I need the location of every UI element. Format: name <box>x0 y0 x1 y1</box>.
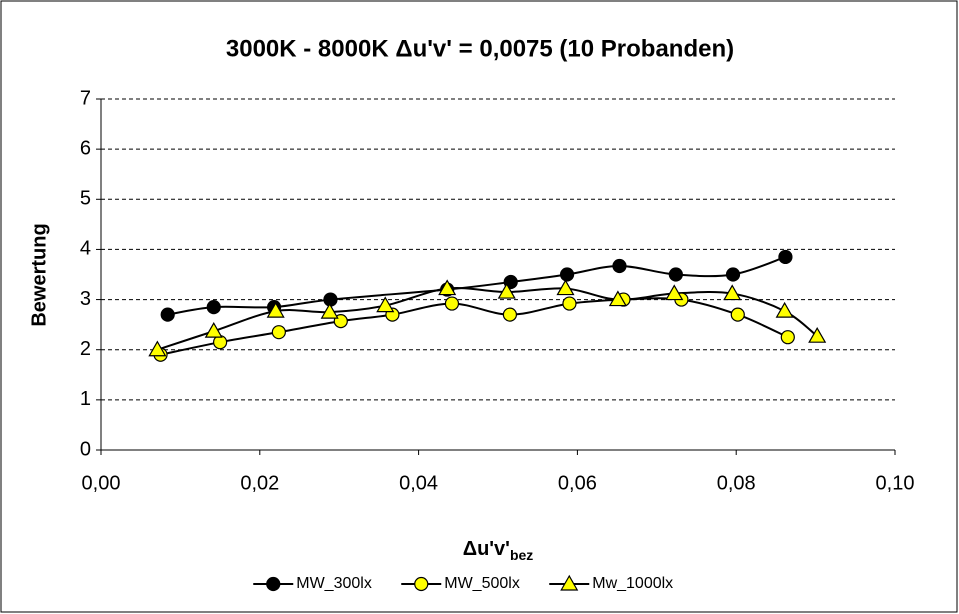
marker <box>559 267 575 282</box>
marker <box>438 279 457 296</box>
marker <box>556 279 575 296</box>
x-axis-label: Δu'v'bez <box>463 538 534 562</box>
chart-title: 3000K - 8000K Δu'v' = 0,0075 (10 Proband… <box>226 35 734 62</box>
marker <box>562 296 577 311</box>
marker <box>414 576 429 592</box>
x-axis-label-main: Δu'v' <box>463 538 510 560</box>
x-tick-label: 0,06 <box>558 472 597 494</box>
x-tick-label: 0,04 <box>399 472 438 494</box>
y-tick-label: 4 <box>80 238 91 260</box>
y-tick-label: 7 <box>80 87 91 109</box>
marker <box>780 330 795 345</box>
legend-item: MW_500lx <box>401 575 520 592</box>
x-axis-label-sub: bez <box>510 547 533 563</box>
marker <box>266 301 285 318</box>
marker <box>778 249 793 265</box>
marker <box>502 307 518 322</box>
marker <box>206 299 221 315</box>
marker <box>271 325 286 340</box>
marker <box>560 574 579 591</box>
marker <box>204 321 223 338</box>
marker <box>612 258 627 274</box>
legend-item: Mw_1000lx <box>549 574 673 592</box>
x-tick-label: 0,08 <box>717 472 756 494</box>
marker <box>665 284 684 301</box>
marker <box>608 290 627 307</box>
marker <box>775 301 794 318</box>
marker <box>497 282 516 299</box>
marker <box>323 292 338 307</box>
marker <box>266 576 281 592</box>
marker <box>723 284 742 301</box>
x-tick-label: 0,10 <box>876 472 915 494</box>
y-tick-label: 3 <box>80 288 91 310</box>
y-tick-label: 2 <box>80 338 91 360</box>
marker <box>160 307 175 322</box>
marker <box>376 296 395 313</box>
marker <box>320 302 339 319</box>
legend-label: MW_300lx <box>296 575 372 592</box>
legend-label: Mw_1000lx <box>592 575 673 592</box>
marker <box>668 267 683 282</box>
legend-label: MW_500lx <box>444 575 520 592</box>
y-tick-label: 1 <box>80 388 91 410</box>
y-tick-label: 6 <box>80 137 91 159</box>
x-tick-label: 0,00 <box>82 472 121 494</box>
y-tick-label: 0 <box>80 438 91 460</box>
marker <box>725 267 741 282</box>
marker <box>808 326 827 343</box>
y-axis-label: Bewertung <box>28 223 50 326</box>
legend-item: MW_300lx <box>253 575 372 592</box>
marker <box>730 307 745 322</box>
x-tick-label: 0,02 <box>240 472 279 494</box>
y-tick-label: 5 <box>80 188 91 210</box>
marker <box>148 340 167 357</box>
marker <box>444 296 460 311</box>
